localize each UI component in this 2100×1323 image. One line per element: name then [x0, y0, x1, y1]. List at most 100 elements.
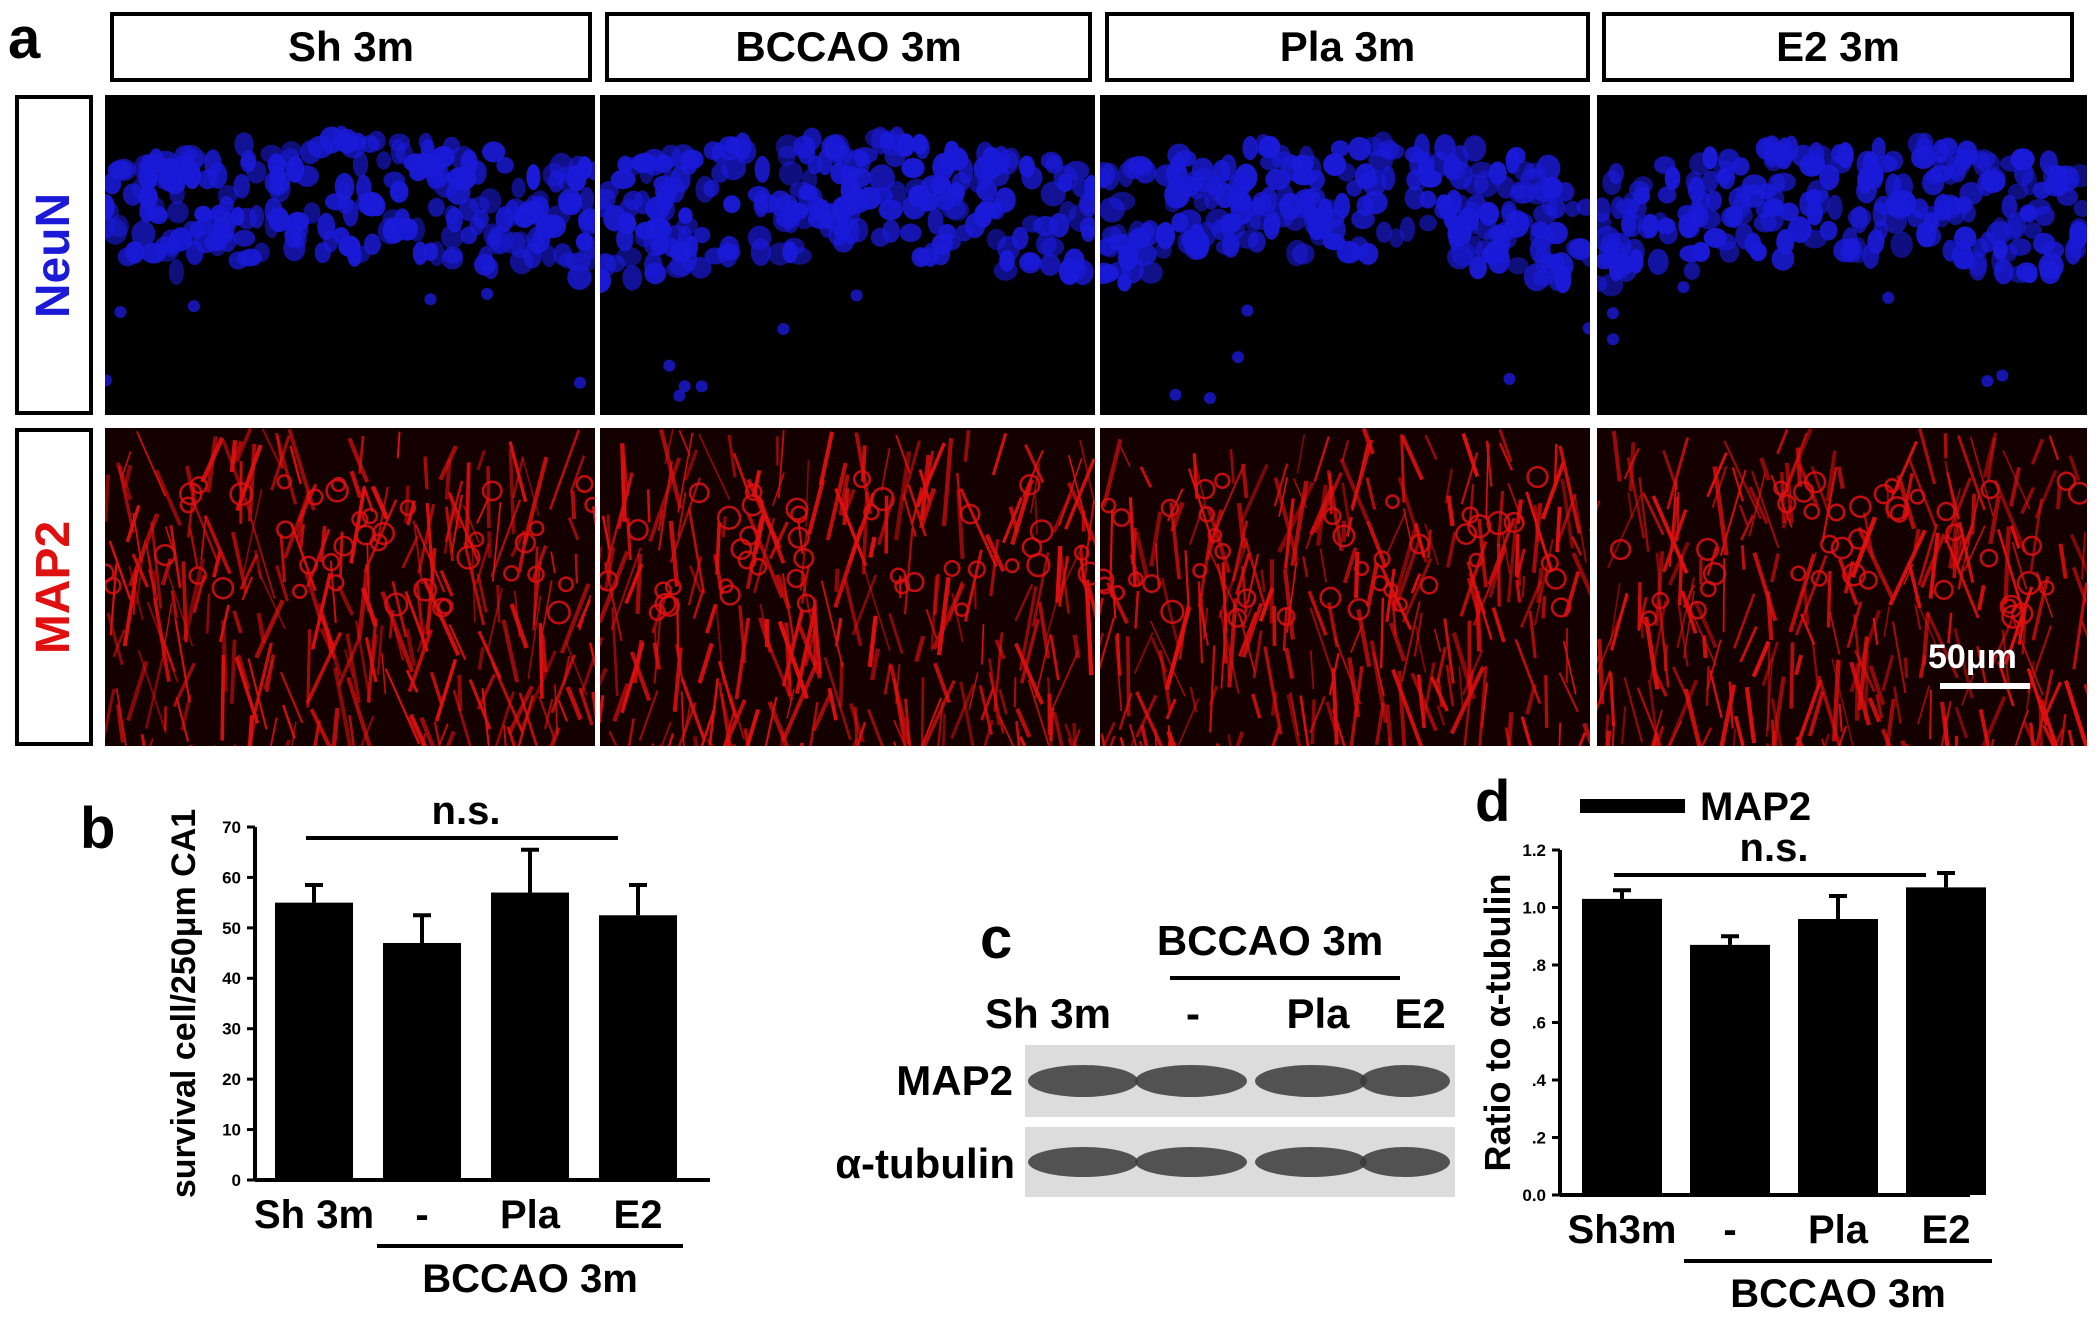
map2-dendrite — [1709, 669, 1723, 718]
map2-dendrite — [1400, 434, 1424, 481]
map2-dendrite — [757, 498, 786, 564]
neun-nucleus — [1036, 232, 1057, 256]
map2-soma — [741, 494, 764, 517]
map2-dendrite — [1723, 440, 1762, 520]
map2-soma — [2067, 481, 2087, 505]
map2-dendrite — [2009, 525, 2021, 549]
neun-nucleus — [1933, 154, 1959, 172]
map2-dendrite — [1497, 543, 1501, 607]
map2-dendrite — [1872, 617, 1879, 645]
panel-a-letter: a — [8, 6, 41, 71]
neun-nucleus — [558, 192, 581, 216]
map2-dendrite — [2031, 575, 2050, 641]
map2-dendrite — [811, 691, 833, 732]
map2-soma — [627, 519, 649, 541]
map2-dendrite — [667, 733, 675, 746]
map2-soma — [399, 499, 417, 517]
map2-dendrite — [1361, 428, 1375, 455]
map2-dendrite — [304, 571, 323, 621]
map2-dendrite — [780, 731, 785, 746]
y-tick-label: .8 — [1532, 956, 1546, 975]
row-label-neun-text: NeuN — [27, 192, 81, 318]
map2-dendrite — [1270, 691, 1278, 716]
map2-soma — [558, 576, 574, 593]
map2-dendrite — [137, 649, 167, 734]
micrograph-neun-3 — [1100, 95, 1590, 415]
map2-dendrite — [1018, 586, 1038, 671]
map2-dendrite — [1020, 618, 1040, 684]
map2-dendrite — [564, 640, 588, 696]
map2-dendrite — [1051, 493, 1073, 534]
map2-soma — [954, 602, 970, 618]
neun-nucleus — [1916, 221, 1937, 248]
neun-nucleus — [1348, 136, 1371, 161]
x-tick-label: Pla — [500, 1193, 561, 1237]
map2-dendrite — [1988, 495, 2001, 545]
neun-nucleus — [1996, 369, 2009, 382]
map2-soma — [959, 503, 981, 525]
group-label: BCCAO 3m — [1730, 1272, 1946, 1316]
blot-row-label-map2: MAP2 — [896, 1057, 1013, 1104]
map2-dendrite — [678, 430, 691, 456]
neun-nucleus — [1703, 227, 1727, 248]
neun-nucleus — [941, 199, 967, 220]
neun-nucleus — [1597, 197, 1611, 223]
map2-dendrite — [445, 730, 456, 746]
map2-dendrite — [2028, 722, 2036, 746]
neun-nucleus — [390, 138, 406, 165]
map2-dendrite — [313, 720, 321, 746]
map2-dendrite — [452, 689, 472, 746]
neun-nucleus — [1376, 221, 1393, 243]
neun-nucleus — [1620, 212, 1643, 238]
map2-dendrite — [1460, 452, 1479, 505]
y-tick-label: 20 — [222, 1070, 241, 1089]
map2-dendrite — [1119, 446, 1131, 468]
map2-soma — [2016, 571, 2042, 596]
map2-dendrite — [914, 635, 926, 663]
neun-nucleus — [444, 205, 460, 225]
map2-soma — [179, 481, 203, 506]
map2-dendrite — [205, 593, 211, 634]
map2-soma — [1803, 503, 1821, 520]
map2-dendrite — [1978, 709, 1991, 746]
map2-soma — [716, 505, 742, 530]
map2-dendrite — [1278, 477, 1288, 517]
neun-nucleus — [117, 247, 138, 267]
map2-dendrite — [2012, 620, 2044, 696]
micrograph-neun-1 — [105, 95, 595, 415]
neun-nucleus — [1922, 169, 1945, 196]
map2-dendrite — [963, 430, 971, 462]
map2-soma — [863, 503, 880, 521]
map2-dendrite — [518, 692, 539, 746]
map2-soma — [1641, 610, 1658, 627]
neun-nucleus — [1503, 372, 1516, 385]
significance-label: n.s. — [432, 790, 501, 833]
map2-soma — [796, 593, 817, 613]
map2-dendrite — [1444, 468, 1453, 504]
map2-dendrite — [1252, 630, 1263, 679]
map2-dendrite — [1271, 727, 1281, 746]
neun-nucleus — [264, 211, 279, 239]
neun-nucleus — [412, 241, 428, 266]
blot-band — [1360, 1065, 1450, 1097]
neun-nucleus — [884, 144, 906, 168]
map2-soma — [276, 520, 295, 539]
map2-dendrite — [1219, 610, 1240, 694]
map2-soma — [1109, 585, 1126, 601]
neun-nucleus — [1689, 152, 1711, 176]
map2-soma — [1933, 579, 1954, 600]
map2-dendrite — [1789, 642, 1795, 709]
map2-dendrite — [116, 704, 125, 743]
map2-dendrite — [140, 733, 146, 746]
map2-dendrite — [820, 580, 844, 668]
map2-dendrite — [956, 472, 963, 518]
neun-nucleus — [1501, 204, 1516, 225]
map2-soma — [1373, 550, 1391, 568]
neun-nucleus — [105, 194, 115, 221]
map2-dendrite — [1853, 614, 1861, 666]
neun-nucleus — [1404, 186, 1426, 210]
map2-soma — [1979, 548, 1999, 568]
map2-dendrite — [1917, 685, 1931, 725]
x-tick-label: - — [415, 1193, 428, 1237]
map2-dendrite — [918, 487, 937, 529]
